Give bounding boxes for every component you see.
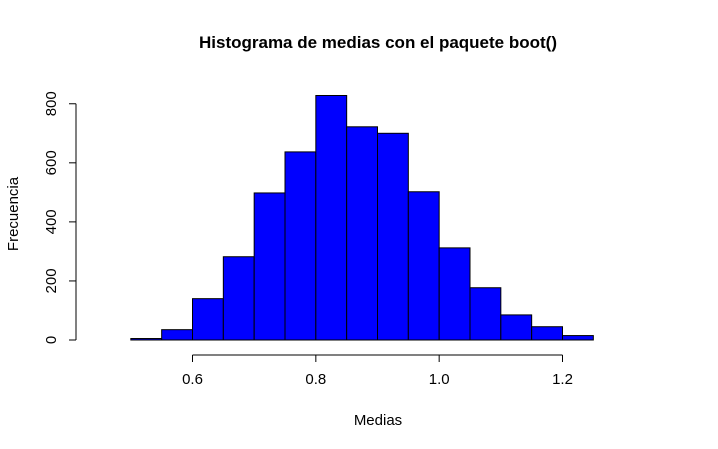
x-tick-label: 1.2 — [552, 371, 573, 388]
histogram-bar — [222, 256, 255, 341]
histogram-bar — [130, 338, 163, 341]
y-tick-label: 600 — [43, 150, 60, 175]
histogram-bar — [192, 298, 224, 341]
histogram-bar — [377, 132, 409, 341]
y-tick-label: 200 — [43, 268, 60, 293]
y-tick-label: 400 — [43, 209, 60, 234]
bars-group — [130, 94, 594, 341]
histogram-bar — [500, 314, 533, 341]
y-tick-label: 800 — [43, 91, 60, 116]
histogram-bar — [161, 329, 194, 341]
histogram-bar — [346, 126, 378, 341]
y-axis-label: Frecuencia — [5, 176, 22, 251]
histogram-bar — [315, 94, 348, 341]
x-axis-label: Medias — [354, 412, 402, 429]
y-axis: 0 200 400 600 800 — [43, 91, 77, 344]
histogram-bar — [562, 335, 594, 341]
histogram-bar — [253, 192, 286, 341]
x-tick-label: 1.0 — [429, 371, 450, 388]
x-axis: 0.6 0.8 1.0 1.2 — [182, 354, 573, 388]
x-tick-label: 0.8 — [305, 371, 326, 388]
histogram-bar — [284, 151, 317, 341]
chart-title: Histograma de medias con el paquete boot… — [199, 33, 557, 52]
histogram-bar — [438, 247, 471, 341]
histogram-bar — [469, 287, 502, 341]
x-tick-label: 0.6 — [182, 371, 203, 388]
y-tick-label: 0 — [43, 336, 60, 344]
histogram-bar — [531, 326, 564, 341]
histogram-bar — [407, 191, 440, 341]
